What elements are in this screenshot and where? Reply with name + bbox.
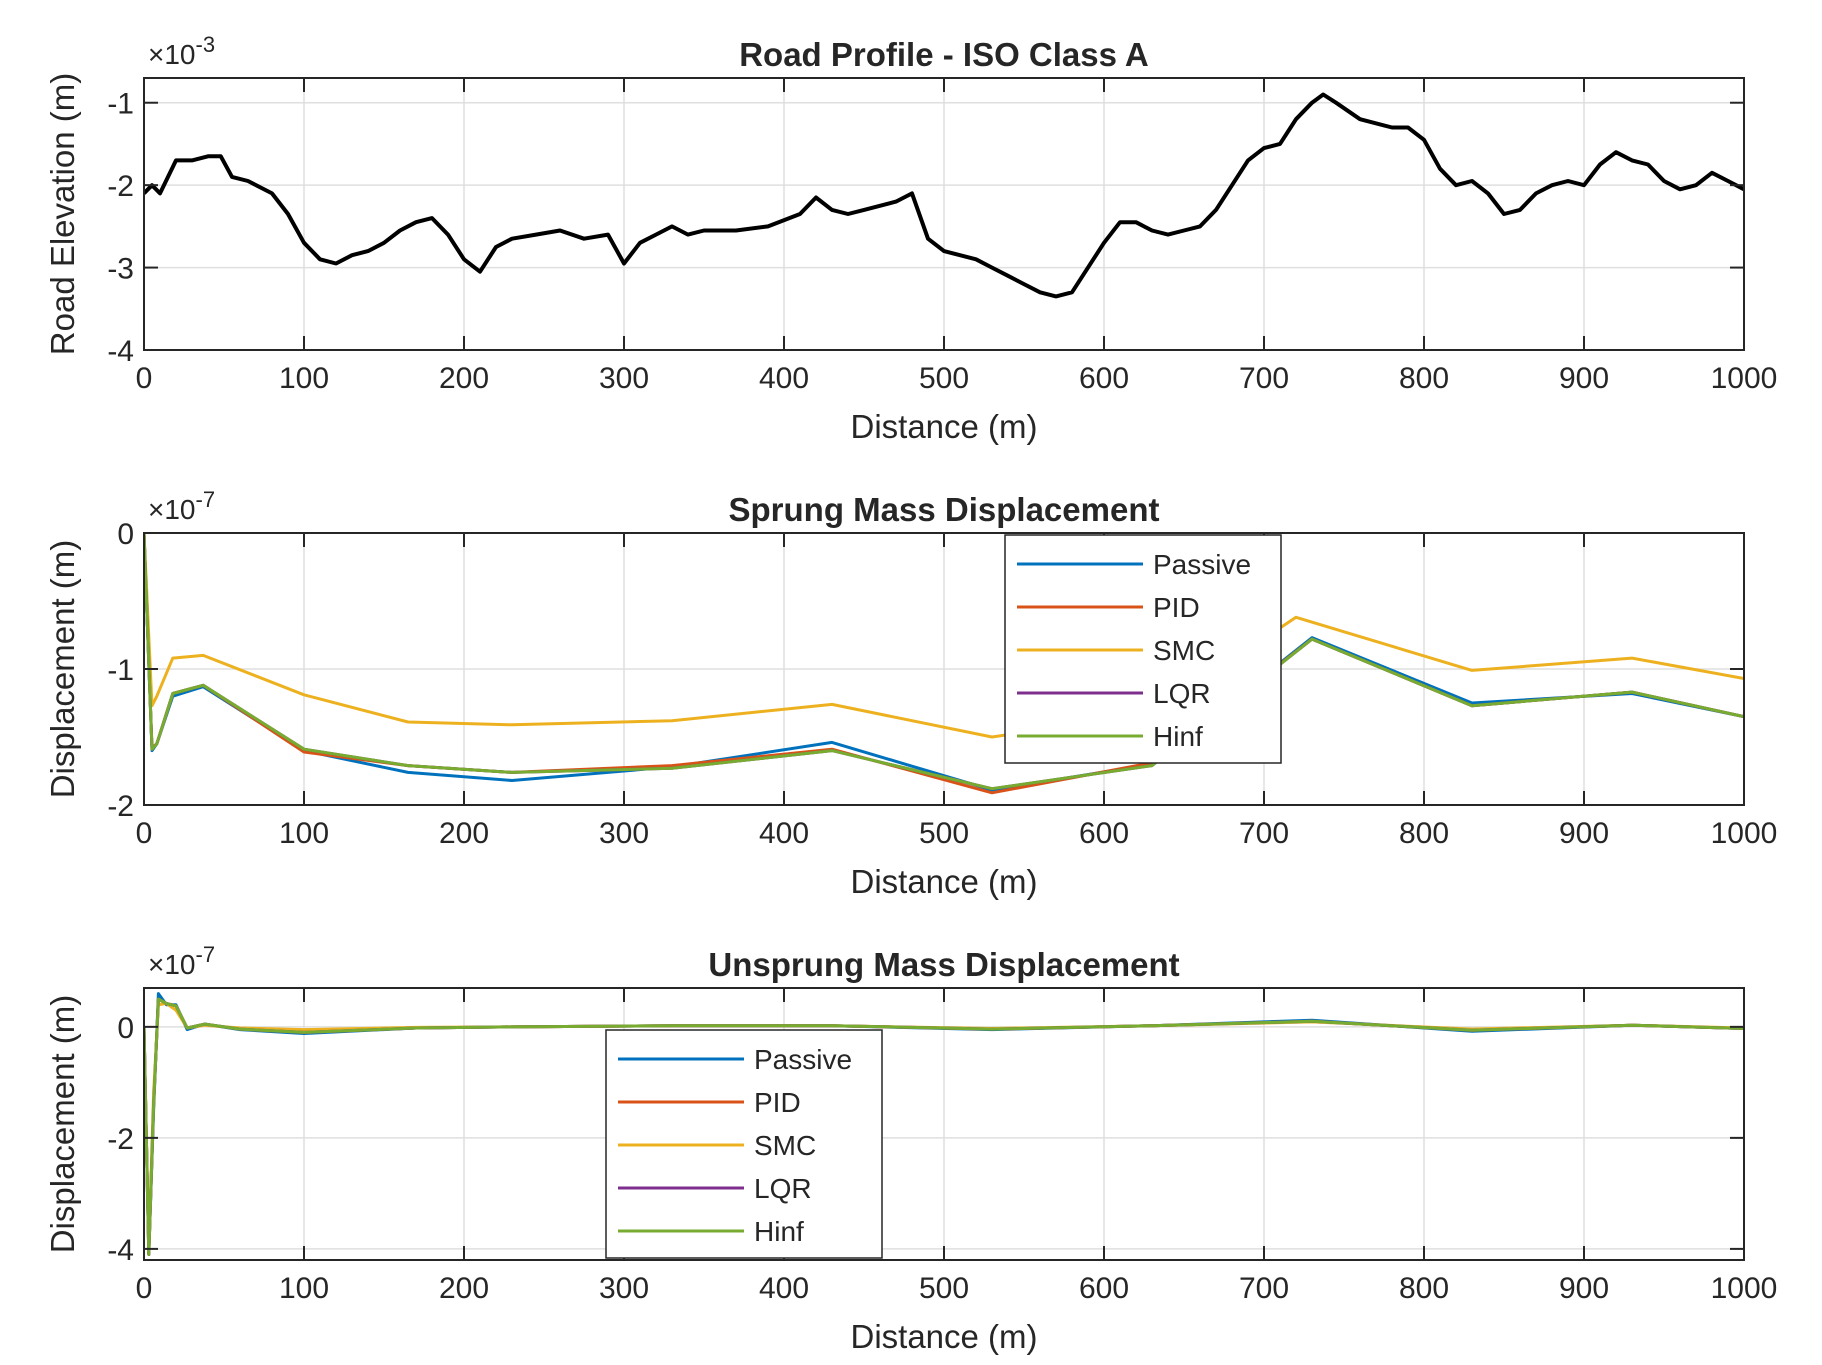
series-line-hinf	[144, 533, 1744, 791]
series-line-hinf	[144, 997, 1744, 1256]
x-tick-label: 100	[279, 817, 329, 850]
legend-label-passive: Passive	[1153, 549, 1251, 580]
y-tick-label: -2	[107, 1123, 134, 1156]
legend: Passive PID SMC LQR Hinf	[605, 1029, 883, 1259]
x-tick-label: 500	[919, 817, 969, 850]
chart-title: Sprung Mass Displacement	[729, 491, 1160, 528]
y-tick-label: -4	[107, 1234, 134, 1267]
legend-label-lqr: LQR	[754, 1173, 812, 1204]
y-tick-label: -4	[107, 335, 134, 368]
legend-label-smc: SMC	[1153, 635, 1215, 666]
axis-exponent: ×10-3	[148, 32, 215, 70]
series-line-road-profile	[144, 92, 1744, 299]
x-axis-label: Distance (m)	[850, 1318, 1037, 1355]
x-tick-label: 0	[136, 817, 153, 850]
x-tick-label: 900	[1559, 362, 1609, 395]
x-tick-label: 1000	[1711, 817, 1778, 850]
legend-label-smc: SMC	[754, 1130, 816, 1161]
chart-title: Unsprung Mass Displacement	[708, 946, 1179, 983]
x-axis-label: Distance (m)	[850, 408, 1037, 445]
x-tick-label: 100	[279, 362, 329, 395]
x-tick-label: 500	[919, 1272, 969, 1305]
x-tick-label: 700	[1239, 362, 1289, 395]
chart-3: 0 100 200 300 400 500 600 700 800 900 1000 -4 -2 0 ×10…	[44, 942, 1777, 1355]
x-tick-label: 200	[439, 362, 489, 395]
x-tick-label: 500	[919, 362, 969, 395]
x-tick-label: 900	[1559, 817, 1609, 850]
x-tick-label: 0	[136, 362, 153, 395]
x-tick-label: 1000	[1711, 1272, 1778, 1305]
y-tick-label: -2	[107, 170, 134, 203]
y-tick-label: 0	[117, 1012, 134, 1045]
x-tick-label: 800	[1399, 362, 1449, 395]
x-tick-label: 600	[1079, 1272, 1129, 1305]
legend-label-hinf: Hinf	[1153, 721, 1203, 752]
y-axis-label: Displacement (m)	[44, 540, 81, 799]
x-tick-label: 900	[1559, 1272, 1609, 1305]
x-tick-label: 700	[1239, 817, 1289, 850]
x-tick-label: 800	[1399, 1272, 1449, 1305]
legend: Passive PID SMC LQR Hinf	[1004, 534, 1282, 764]
x-tick-label: 800	[1399, 817, 1449, 850]
x-tick-label: 600	[1079, 362, 1129, 395]
chart-1: 0 100 200 300 400 500 600 700 800 900 1000 -4 -3 -2 -1…	[44, 32, 1777, 445]
legend-label-hinf: Hinf	[754, 1216, 804, 1247]
y-tick-label: -1	[107, 654, 134, 687]
x-tick-label: 100	[279, 1272, 329, 1305]
legend-label-lqr: LQR	[1153, 678, 1211, 709]
chart-title: Road Profile - ISO Class A	[739, 36, 1149, 73]
x-tick-label: 200	[439, 817, 489, 850]
legend-label-passive: Passive	[754, 1044, 852, 1075]
chart-2: 0 100 200 300 400 500 600 700 800 900 1000 -2 -1 0 ×10…	[44, 487, 1777, 900]
x-tick-label: 300	[599, 1272, 649, 1305]
x-tick-label: 200	[439, 1272, 489, 1305]
x-tick-label: 600	[1079, 817, 1129, 850]
y-tick-label: 0	[117, 518, 134, 551]
x-tick-label: 400	[759, 1272, 809, 1305]
series-line-smc	[144, 533, 1744, 739]
x-tick-label: 300	[599, 362, 649, 395]
x-tick-label: 1000	[1711, 362, 1778, 395]
axis-exponent: ×10-7	[148, 487, 215, 525]
y-tick-label: -2	[107, 790, 134, 823]
x-tick-label: 400	[759, 362, 809, 395]
axis-exponent: ×10-7	[148, 942, 215, 980]
x-tick-label: 0	[136, 1272, 153, 1305]
x-axis-label: Distance (m)	[850, 863, 1037, 900]
y-tick-label: -1	[107, 88, 134, 121]
legend-label-pid: PID	[1153, 592, 1200, 623]
y-axis-label: Road Elevation (m)	[44, 73, 81, 355]
x-tick-label: 300	[599, 817, 649, 850]
x-tick-label: 400	[759, 817, 809, 850]
legend-label-pid: PID	[754, 1087, 801, 1118]
y-axis-label: Displacement (m)	[44, 995, 81, 1254]
x-tick-label: 700	[1239, 1272, 1289, 1305]
y-tick-label: -3	[107, 253, 134, 286]
